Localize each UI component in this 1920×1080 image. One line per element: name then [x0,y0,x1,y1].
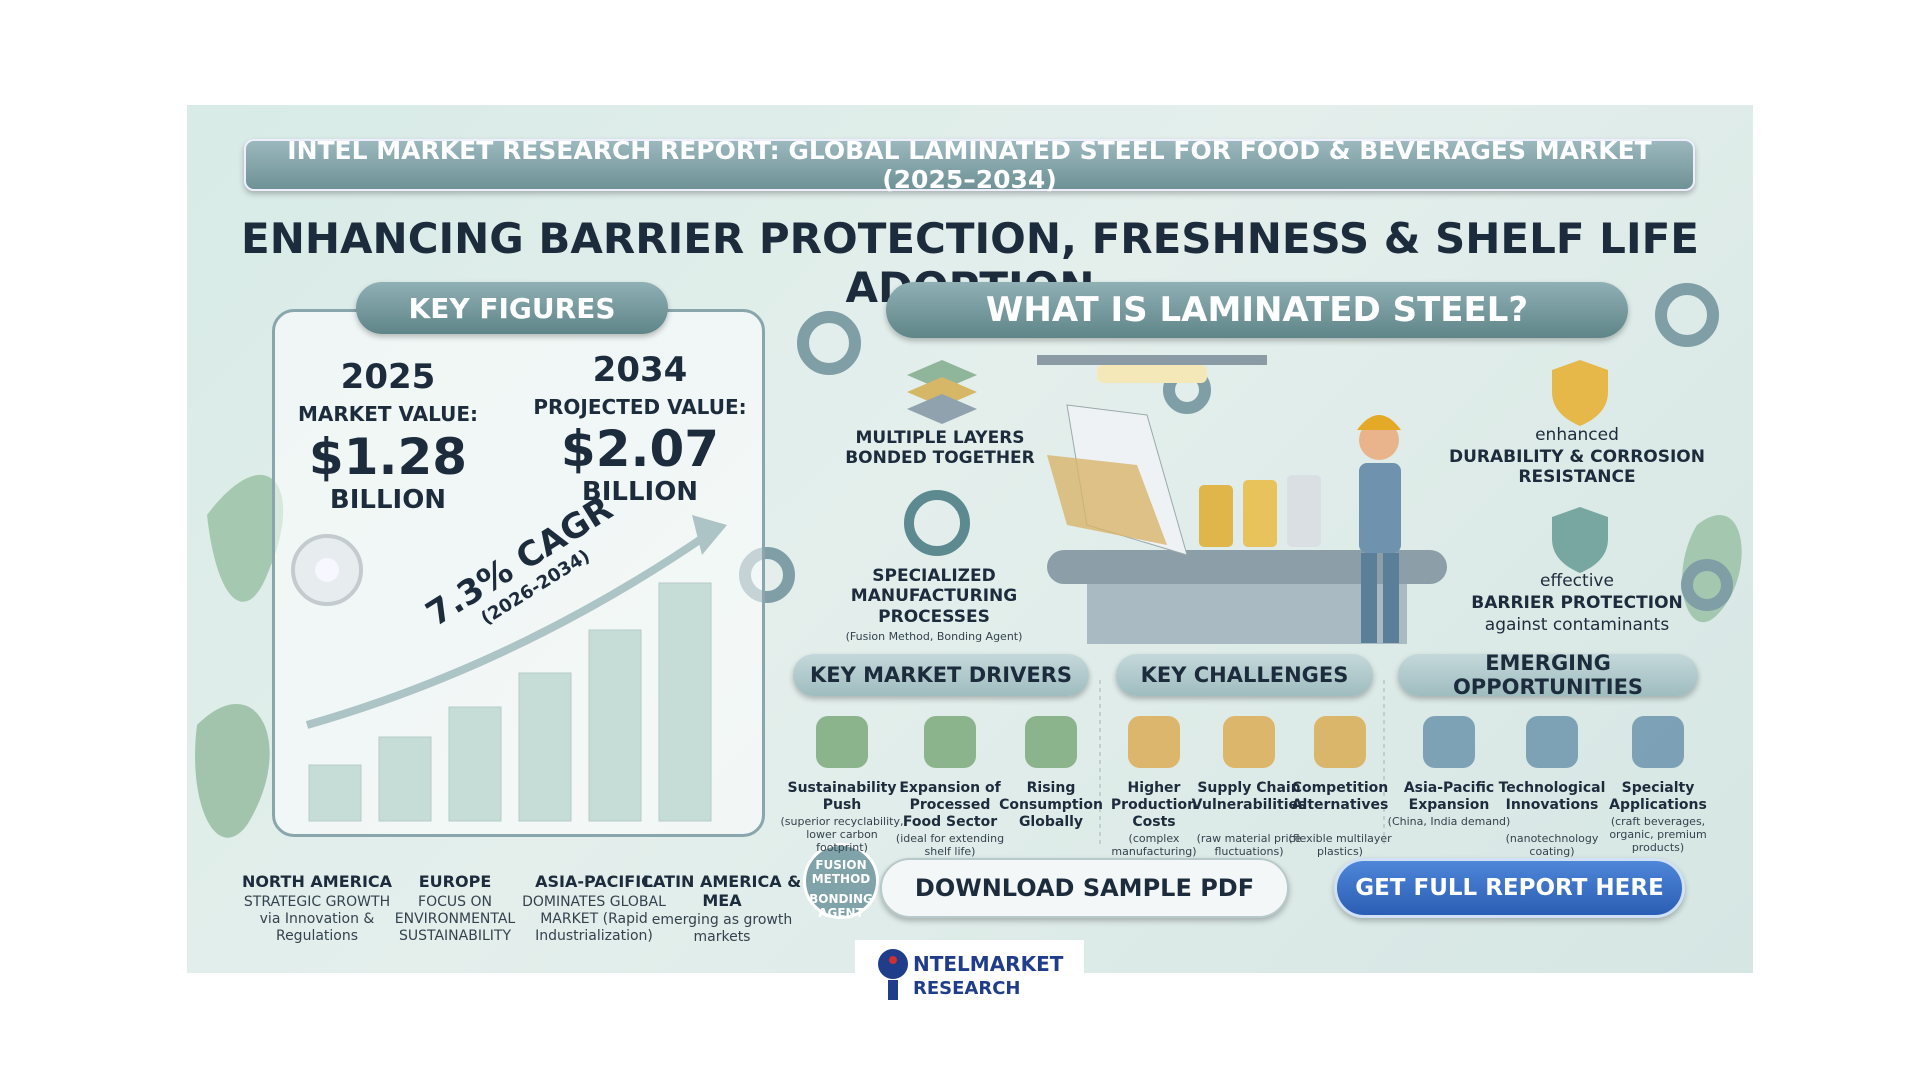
steel-layer [1047,455,1167,545]
item-note: (complex manufacturing) [1111,832,1197,859]
what-is-title: WHAT IS LAMINATED STEEL? [886,282,1628,338]
item-name: Rising Consumption Globally [999,780,1103,830]
item-icon [816,716,868,768]
region-name: ASIA-PACIFIC [535,872,653,891]
feature-name: DURABILITY & CORROSION RESISTANCE [1449,447,1705,488]
item-icon [924,716,976,768]
item-name: Expansion of Processed Food Sector [899,780,1001,830]
key-figures-title: KEY FIGURES [356,282,668,334]
item-note: (superior recyclability, lower carbon fo… [780,815,904,855]
region-name: NORTH AMERICA [241,872,393,891]
logo: NTELMARKET RESEARCH [855,940,1084,1012]
figure-year: 2034 [592,350,688,390]
leaf [195,704,270,838]
region-text: DOMINATES GLOBAL MARKET (Rapid Industria… [522,894,666,944]
item-name: Competition Alternatives [1291,780,1389,813]
item-name: Higher Production Costs [1110,780,1198,830]
logo-line2: RESEARCH [913,978,1021,999]
leaf [207,474,284,602]
item-note: (China, India demand) [1387,815,1511,828]
figure-year: 2025 [340,357,436,397]
item-note: (ideal for extending shelf life) [895,832,1005,859]
item-note: (nanotechnology coating) [1505,832,1599,859]
logo-icon [878,949,908,1000]
item-name: Sustainability Push [787,780,897,813]
figure-label: PROJECTED VALUE: [533,395,747,419]
feature-name: MULTIPLE LAYERS BONDED TOGETHER [845,428,1035,469]
conveyor [1047,550,1447,584]
item-icon [1526,716,1578,768]
feature-name: SPECIALIZED MANUFACTURING PROCESSES [850,566,1018,627]
feature-name: BARRIER PROTECTION [1471,593,1683,613]
section-title: EMERGING OPPORTUNITIES [1398,651,1698,699]
item-icon [1632,716,1684,768]
gear-icon [904,490,970,556]
feature-note: (Fusion Method, Bonding Agent) [845,630,1023,643]
feature-prefix: enhanced [1535,425,1619,445]
badge-top: FUSION METHOD [811,858,871,886]
section-title: KEY CHALLENGES [1116,654,1373,696]
item-name: Supply Chain Vulnerabilities [1191,780,1307,813]
fusion-badge: FUSION METHOD BONDING AGENT [803,843,879,920]
region-name: EUROPE [418,872,492,891]
cans [1199,475,1321,547]
shield-icons [1552,360,1608,573]
logo-line1: NTELMARKET [913,952,1064,976]
region-text: emerging as growth markets [651,912,793,945]
figure-value: $2.07 [560,420,720,478]
item-icon [1314,716,1366,768]
item-icon [1223,716,1275,768]
key-figures-box [272,309,765,837]
item-note: (craft beverages, organic, premium produ… [1609,815,1707,855]
figure-value: $1.28 [308,428,468,486]
item-icon [1128,716,1180,768]
download-button[interactable]: DOWNLOAD SAMPLE PDF [880,858,1289,918]
item-icon [1423,716,1475,768]
item-note: (raw material price fluctuations) [1196,832,1302,859]
figure-unit: BILLION [581,477,699,507]
feature-prefix: effective [1540,571,1614,591]
item-name: Technological Innovations [1498,780,1606,813]
figure-label: MARKET VALUE: [297,402,479,426]
feature-suffix: against contaminants [1484,615,1670,635]
region-text: FOCUS ON ENVIRONMENTAL SUSTAINABILITY [394,894,516,944]
full-report-button[interactable]: GET FULL REPORT HERE [1334,858,1685,918]
worker [1357,415,1401,643]
item-icon [1025,716,1077,768]
item-note: (flexible multilayer plastics) [1288,832,1392,859]
layers-icon [907,360,977,424]
section-title: KEY MARKET DRIVERS [793,654,1089,696]
region-name: LATIN AMERICA & MEA [642,872,802,910]
lamp [1097,365,1207,383]
lamp-rail [1037,355,1267,365]
region-text: STRATEGIC GROWTH via Innovation & Regula… [243,894,391,944]
report-title: INTEL MARKET RESEARCH REPORT: GLOBAL LAM… [244,136,1695,194]
item-name: Specialty Applications [1609,780,1707,813]
figure-unit: BILLION [329,485,447,515]
conveyor-base [1087,584,1407,644]
badge-bottom: BONDING AGENT [809,892,873,920]
item-name: Asia-Pacific Expansion [1403,780,1495,813]
